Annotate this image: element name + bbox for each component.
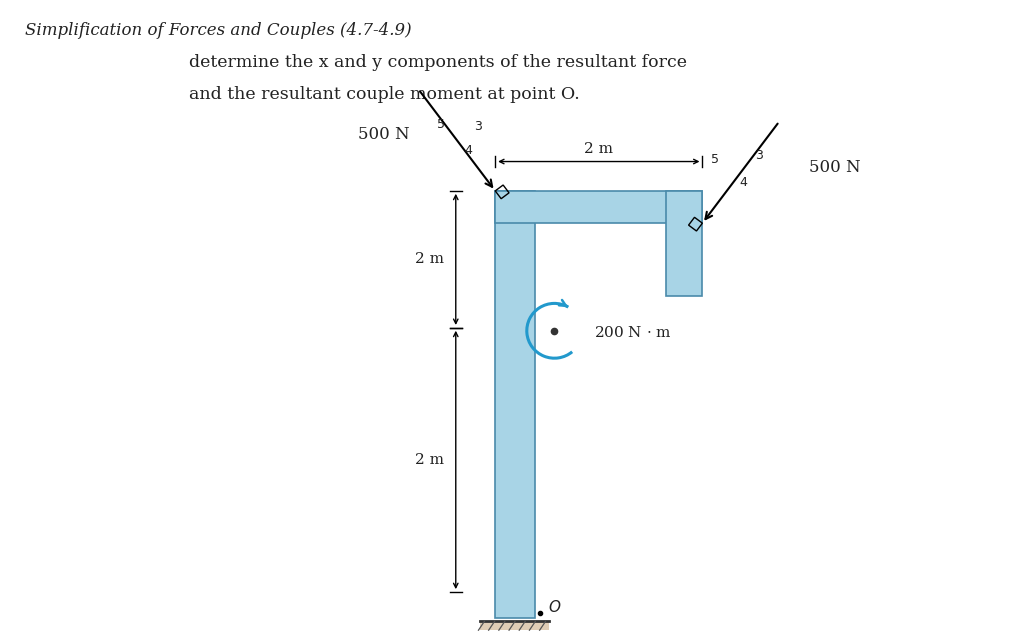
Text: determine the x and y components of the resultant force: determine the x and y components of the … (189, 54, 687, 71)
Text: 500 N: 500 N (809, 159, 860, 176)
Text: $O$: $O$ (548, 599, 561, 615)
Text: and the resultant couple moment at point O.: and the resultant couple moment at point… (189, 86, 581, 103)
Polygon shape (496, 191, 535, 619)
Polygon shape (480, 621, 550, 630)
Text: 500 N: 500 N (358, 126, 410, 143)
Text: 3: 3 (755, 149, 763, 161)
Polygon shape (666, 191, 702, 296)
Text: Simplification of Forces and Couples (4.7-4.9): Simplification of Forces and Couples (4.… (25, 22, 412, 39)
Text: 200 N $\cdot$ m: 200 N $\cdot$ m (594, 325, 672, 340)
Text: 2 m: 2 m (415, 453, 444, 467)
Text: 4: 4 (465, 143, 472, 157)
Text: 3: 3 (474, 120, 482, 133)
Text: 2 m: 2 m (415, 252, 444, 266)
Text: 5: 5 (437, 118, 445, 131)
Polygon shape (496, 191, 702, 223)
Text: 5: 5 (711, 152, 719, 165)
Text: 4: 4 (739, 176, 746, 189)
Text: 2 m: 2 m (585, 141, 613, 156)
